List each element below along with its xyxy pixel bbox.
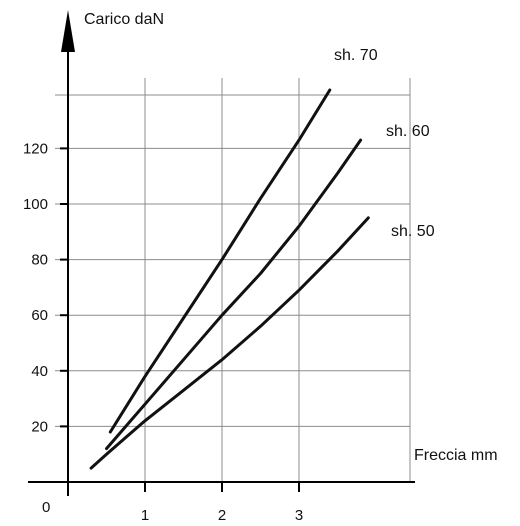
- y-tick-label-20: 20: [31, 418, 48, 435]
- series-line-sh-60: [105, 138, 363, 451]
- y-tick-label-60: 60: [31, 307, 48, 324]
- series-label-sh-70: sh. 70: [334, 47, 378, 64]
- y-tick-label-120: 120: [23, 140, 48, 157]
- y-tick-label-40: 40: [31, 363, 48, 380]
- ticks: 20 40 60 80 100 120 1 2 3: [23, 140, 303, 524]
- y-tick-label-80: 80: [31, 252, 48, 269]
- x-tick-label-2: 2: [218, 507, 226, 524]
- x-tick-label-3: 3: [295, 507, 303, 524]
- origin-label: 0: [42, 499, 50, 516]
- series-label-sh-50: sh. 50: [391, 223, 435, 240]
- labels: Carico daN Freccia mm 0: [42, 11, 498, 516]
- series-label-sh-60: sh. 60: [386, 123, 430, 140]
- series: sh. 70 sh. 60 sh. 50: [89, 47, 435, 470]
- x-axis-title: Freccia mm: [414, 447, 498, 464]
- y-axis-title: Carico daN: [84, 11, 164, 28]
- x-tick-label-1: 1: [141, 507, 149, 524]
- y-axis-arrow-icon: [61, 10, 75, 52]
- series-line-sh-70: [108, 88, 332, 434]
- grid: [55, 78, 411, 482]
- series-line-sh-50: [89, 216, 370, 470]
- y-tick-label-100: 100: [23, 196, 48, 213]
